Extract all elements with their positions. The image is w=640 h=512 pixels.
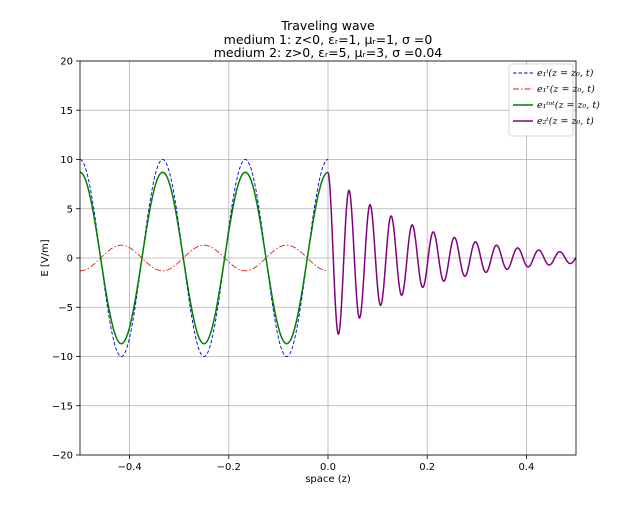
legend-label: e₁ᵗᵒᵗ(z = z₀, t) (537, 100, 600, 111)
x-tick-label: 0.0 (320, 462, 336, 473)
chart-subtitle-medium-2: medium 2: z>0, εᵣ=5, μᵣ=3, σ =0.04 (214, 45, 443, 60)
series-line-1 (79, 159, 329, 357)
legend-box (508, 63, 574, 137)
y-axis-label: E [V/m] (40, 239, 51, 276)
x-axis-label: space (z) (305, 474, 351, 485)
chart-title: Traveling wave (280, 18, 375, 33)
series-line-2 (80, 244, 328, 272)
chart-subtitle-medium-1: medium 1: z<0, εᵣ=1, μᵣ=1, σ =0 (224, 32, 433, 47)
x-tick-label: 0.4 (518, 462, 534, 473)
series-line-4 (327, 172, 577, 335)
series-line-3 (79, 171, 329, 345)
legend: e₁ⁱ(z = z₀, t) e₁ʳ(z = z₀, t) e₁ᵗᵒᵗ(z = z₀… (508, 63, 600, 137)
y-tick-label: −5 (58, 303, 73, 314)
y-tick-label: 5 (67, 204, 73, 215)
y-tick-label: 0 (67, 254, 73, 265)
x-tick-label: 0.2 (419, 462, 435, 473)
y-tick-label: −20 (52, 451, 73, 462)
legend-label: e₂ᵗ(z = z₀, t) (537, 116, 594, 127)
y-tick-label: 10 (60, 155, 73, 166)
y-tick-label: −10 (52, 352, 73, 363)
legend-label: e₁ʳ(z = z₀, t) (537, 84, 595, 95)
legend-label: e₁ⁱ(z = z₀, t) (537, 68, 594, 79)
plot-area (79, 159, 577, 357)
y-tick-label: 15 (60, 106, 73, 117)
ticks: −0.4 −0.2 0.0 0.2 0.4 −20 −15 −10 −5 0 5 10 15 20 (52, 57, 534, 474)
x-tick-label: −0.4 (117, 462, 141, 473)
y-tick-label: 20 (60, 57, 73, 68)
x-tick-label: −0.2 (217, 462, 241, 473)
y-tick-label: −15 (52, 401, 73, 412)
